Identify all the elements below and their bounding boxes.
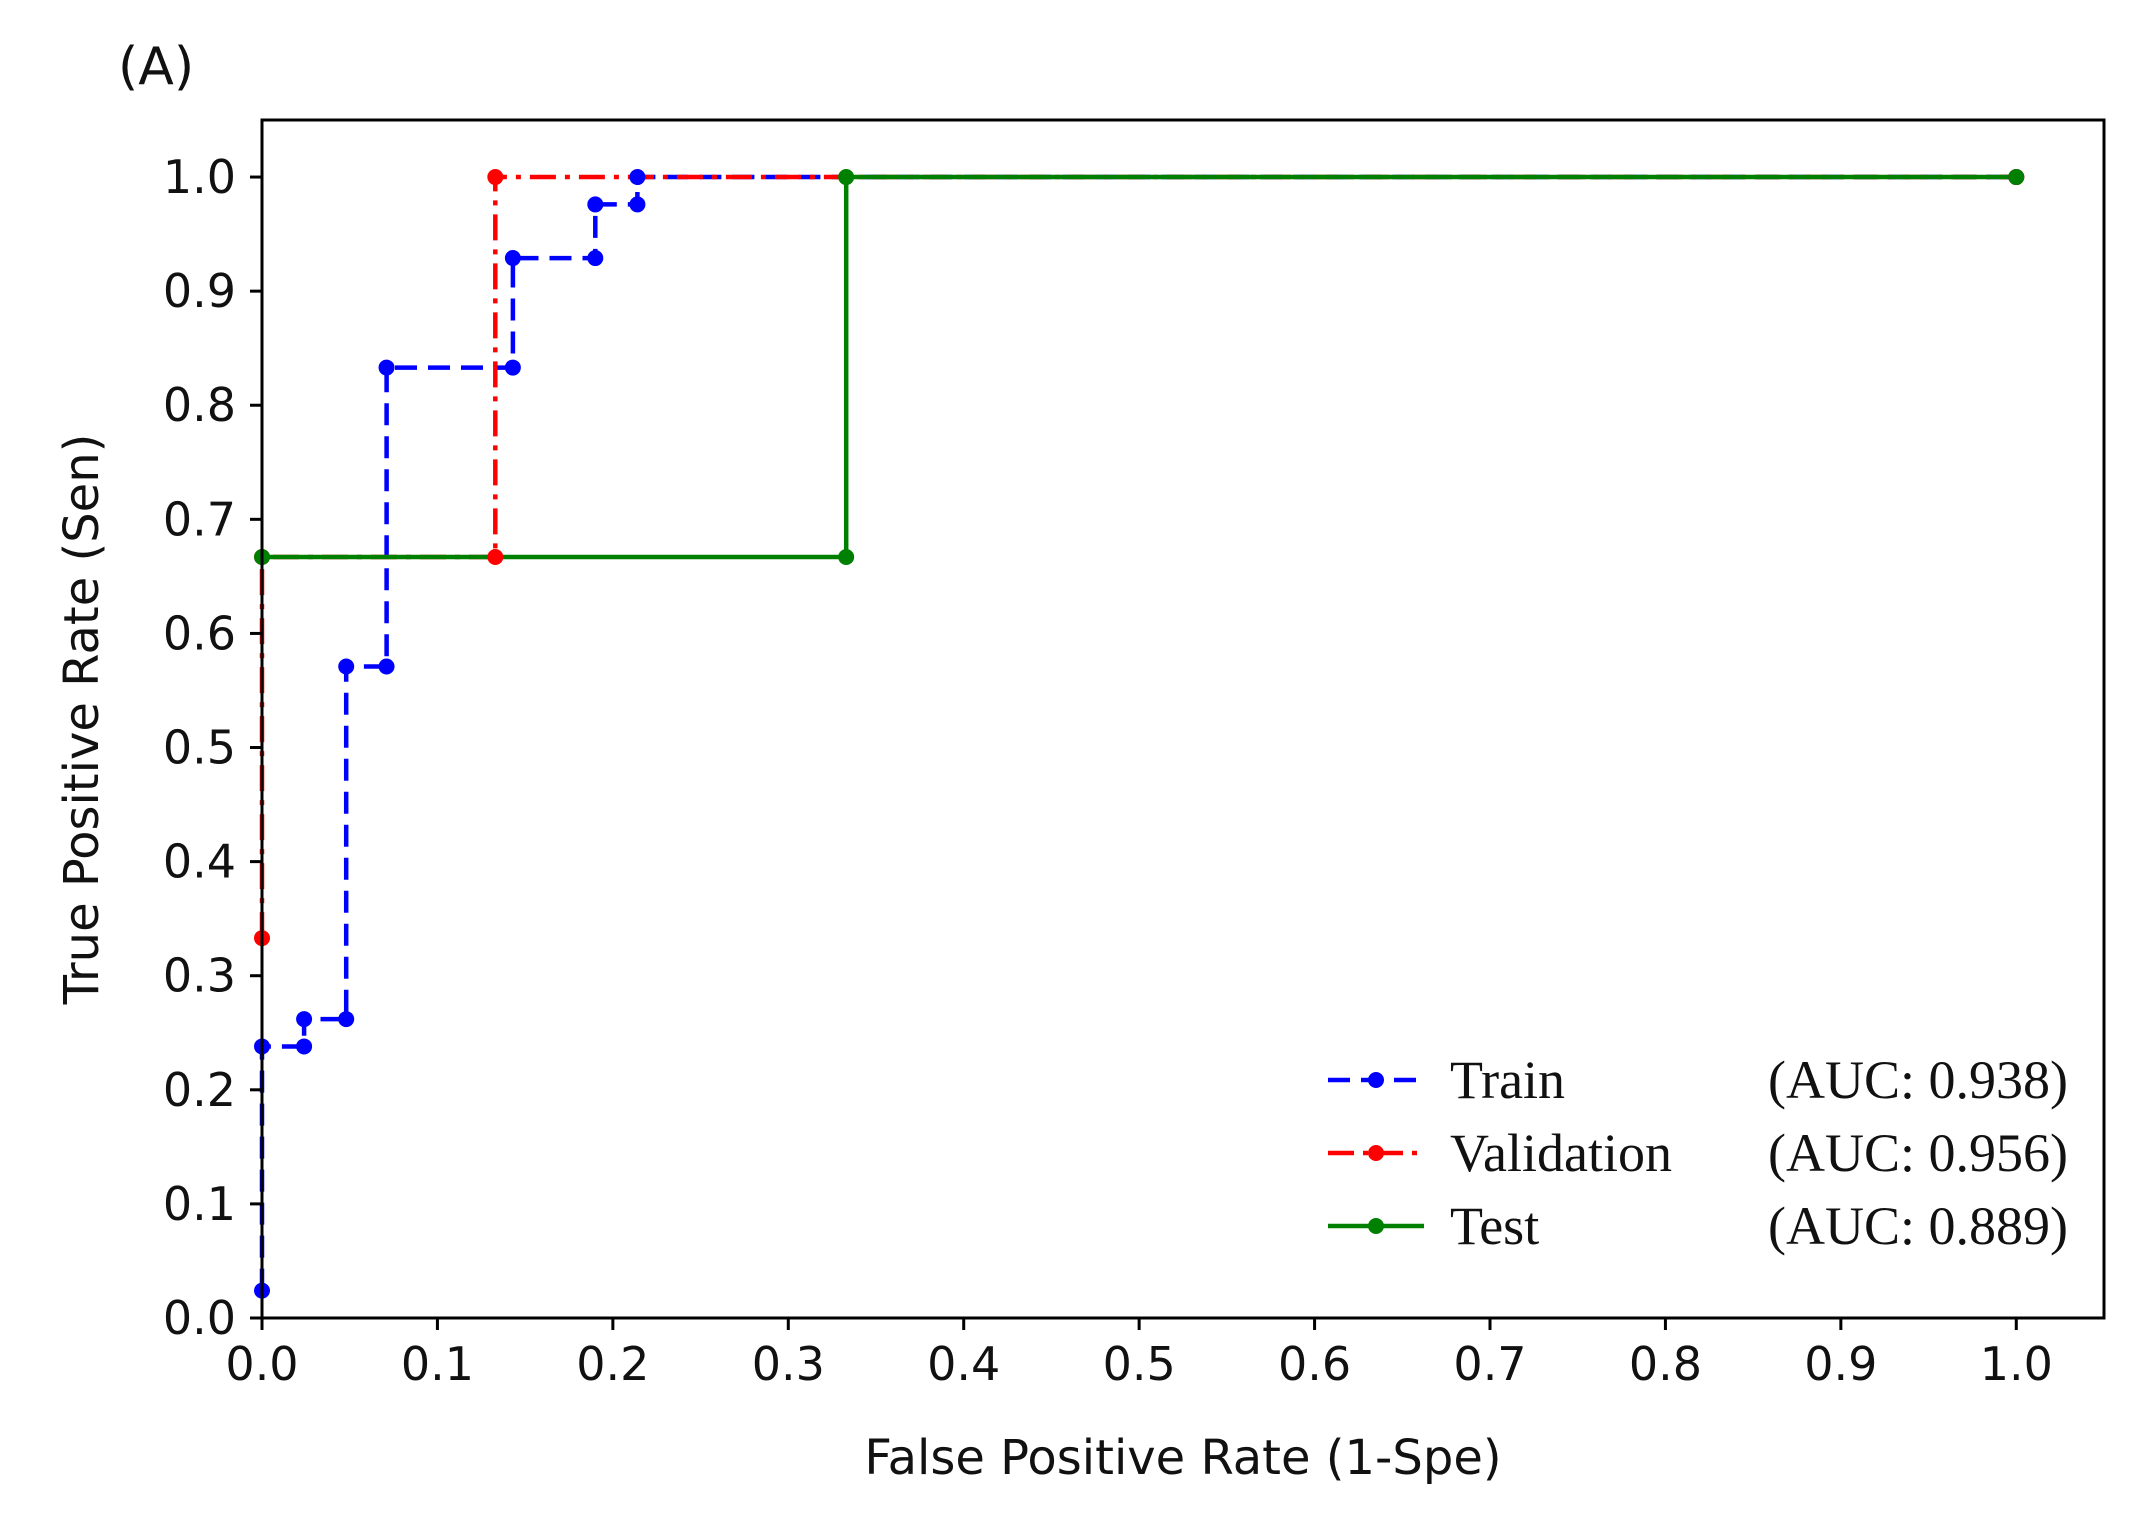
series-point-train [296,1038,313,1055]
x-tick-label: 0.6 [1278,1337,1351,1391]
y-tick-label: 0.1 [163,1177,236,1231]
y-tick-label: 0.4 [163,835,236,889]
x-tick-label: 0.8 [1629,1337,1702,1391]
legend-marker-test [1368,1218,1384,1234]
x-tick-label: 0.2 [576,1337,649,1391]
legend-label-test: Test [1450,1196,1539,1256]
series-point-test [2008,169,2025,186]
series-point-train [587,196,604,213]
series-point-train [338,1011,355,1028]
y-tick-label: 1.0 [163,150,236,204]
x-tick-label: 0.3 [752,1337,825,1391]
y-axis-title: True Positive Rate (Sen) [54,434,110,1006]
series-traces [259,174,2017,1291]
series-point-test [838,169,855,186]
legend-auc-test: (AUC: 0.889) [1768,1196,2068,1256]
x-axis: 0.0 0.1 0.2 0.3 0.4 0.5 0.6 0.7 0.8 0.9 1.0 [225,1318,2053,1391]
x-axis-title: False Positive Rate (1-Spe) [864,1430,1501,1486]
y-tick-label: 0.3 [163,949,236,1003]
y-tick-label: 0.8 [163,378,236,432]
legend-marker-train [1368,1072,1384,1088]
y-tick-label: 0.9 [163,264,236,318]
legend-label-validation: Validation [1450,1123,1672,1183]
series-point-train [378,658,395,675]
legend: Train (AUC: 0.938) Validation (AUC: 0.956) T… [1328,1050,2068,1256]
legend-auc-validation: (AUC: 0.956) [1768,1123,2068,1183]
x-tick-label: 0.7 [1453,1337,1526,1391]
legend-marker-validation [1368,1145,1384,1161]
series-line-train [259,174,2017,1291]
y-tick-label: 0.2 [163,1063,236,1117]
series-point-test [838,548,855,565]
series-point-train [587,250,604,267]
x-tick-label: 0.4 [927,1337,1000,1391]
x-tick-label: 0.0 [225,1337,298,1391]
legend-auc-train: (AUC: 0.938) [1768,1050,2068,1110]
panel-label: (A) [118,37,194,97]
series-point-train [504,359,521,376]
y-tick-label: 0.7 [163,492,236,546]
series-point-validation [487,169,504,186]
x-tick-label: 0.5 [1103,1337,1176,1391]
series-point-validation [487,548,504,565]
y-tick-label: 0.0 [163,1291,236,1345]
x-tick-label: 0.9 [1804,1337,1877,1391]
y-axis: 0.0 0.1 0.2 0.3 0.4 0.5 0.6 0.7 0.8 0.9 1.0 [163,150,262,1345]
series-point-train [378,359,395,376]
series-point-train [296,1011,313,1028]
y-tick-label: 0.5 [163,721,236,775]
y-tick-label: 0.6 [163,606,236,660]
series-point-train [629,196,646,213]
series-point-train [629,169,646,186]
x-tick-label: 0.1 [401,1337,474,1391]
series-line-test [262,174,2017,560]
plot-frame [260,118,2106,1320]
series-points [254,169,2025,1299]
x-tick-label: 1.0 [1980,1337,2053,1391]
legend-label-train: Train [1450,1050,1565,1110]
series-point-train [504,250,521,267]
series-point-train [338,658,355,675]
